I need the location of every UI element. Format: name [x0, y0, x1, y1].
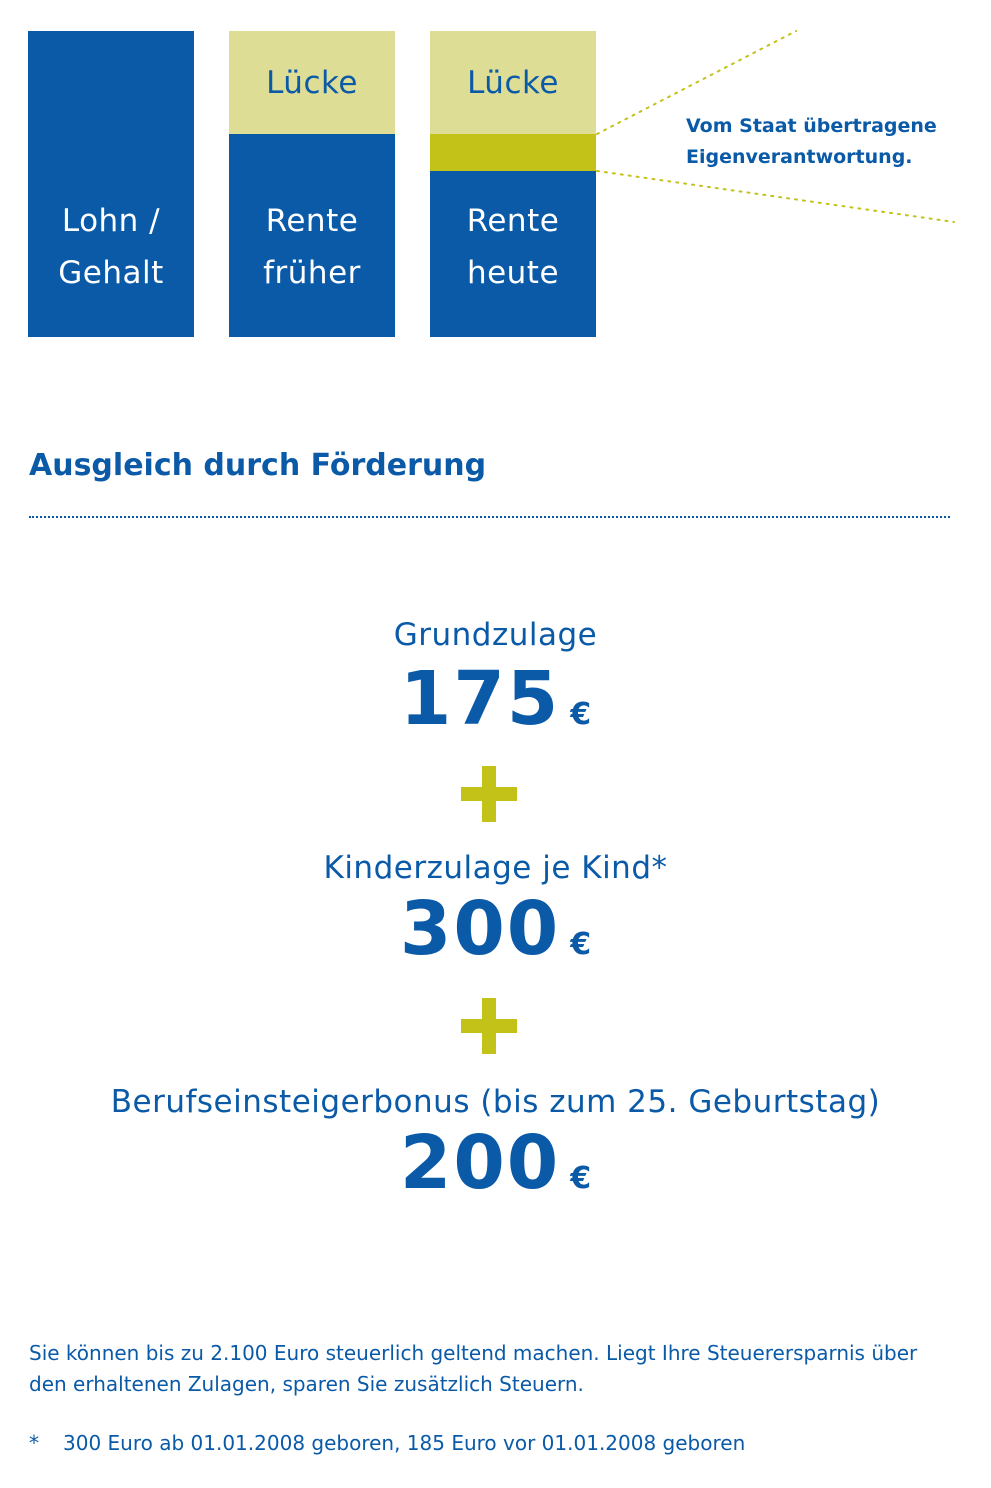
footnote: * 300 Euro ab 01.01.2008 geboren, 185 Eur…: [29, 1428, 745, 1459]
item-label-child-allowance: Kinderzulage je Kind*: [323, 850, 668, 886]
callout-lines: [596, 30, 955, 223]
callout-line-lower: [596, 170, 955, 223]
tax-note: Sie können bis zu 2.100 Euro steuerlich …: [29, 1341, 918, 1396]
bar-pension-today-label-line1: Rente: [466, 203, 560, 239]
footnote-marker: *: [29, 1431, 39, 1455]
gap-segment: Lücke: [430, 31, 596, 134]
item-amount-career-starter-bonus: 200 €: [0, 1120, 991, 1206]
callout-line2: Eigenverantwortung.: [686, 146, 913, 168]
bar-salary-label-line1: Lohn /: [61, 203, 161, 239]
dotted-divider: [29, 516, 950, 518]
item-amount-child-allowance: 300 €: [0, 886, 991, 972]
item-label-basic-allowance: Grundzulage: [393, 617, 598, 653]
bar-pension-past: Lücke Rente früher: [229, 31, 395, 337]
amount-value: 175: [399, 656, 561, 742]
bar-pension-today-label-line2: heute: [466, 255, 560, 291]
footnote-text: 300 Euro ab 01.01.2008 geboren, 185 Euro…: [63, 1431, 746, 1455]
own-responsibility-segment: [430, 134, 596, 171]
plus-icon: [461, 766, 517, 822]
callout-text: Vom Staat übertragene Eigenverantwortung…: [686, 111, 937, 173]
bar-pension-past-label-line1: Rente: [265, 203, 359, 239]
currency-symbol: €: [570, 1161, 592, 1196]
plus-icon: [461, 998, 517, 1054]
section-heading: Ausgleich durch Förderung: [29, 448, 487, 483]
bar-pension-past-label-line2: früher: [263, 255, 361, 291]
currency-symbol: €: [570, 927, 592, 962]
amount-value: 300: [399, 886, 561, 972]
gap-segment: Lücke: [229, 31, 395, 134]
bar-pension-today: Lücke Rente heute: [430, 31, 596, 337]
callout-line-upper: [596, 30, 797, 135]
amount-value: 200: [399, 1120, 561, 1206]
item-amount-basic-allowance: 175 €: [0, 656, 991, 742]
bar-salary: Lohn / Gehalt: [28, 31, 194, 337]
item-label-career-starter-bonus: Berufseinsteigerbonus (bis zum 25. Gebur…: [110, 1084, 881, 1120]
bar-salary-label-line2: Gehalt: [58, 255, 164, 291]
currency-symbol: €: [570, 697, 592, 732]
callout-line1: Vom Staat übertragene: [686, 115, 937, 137]
